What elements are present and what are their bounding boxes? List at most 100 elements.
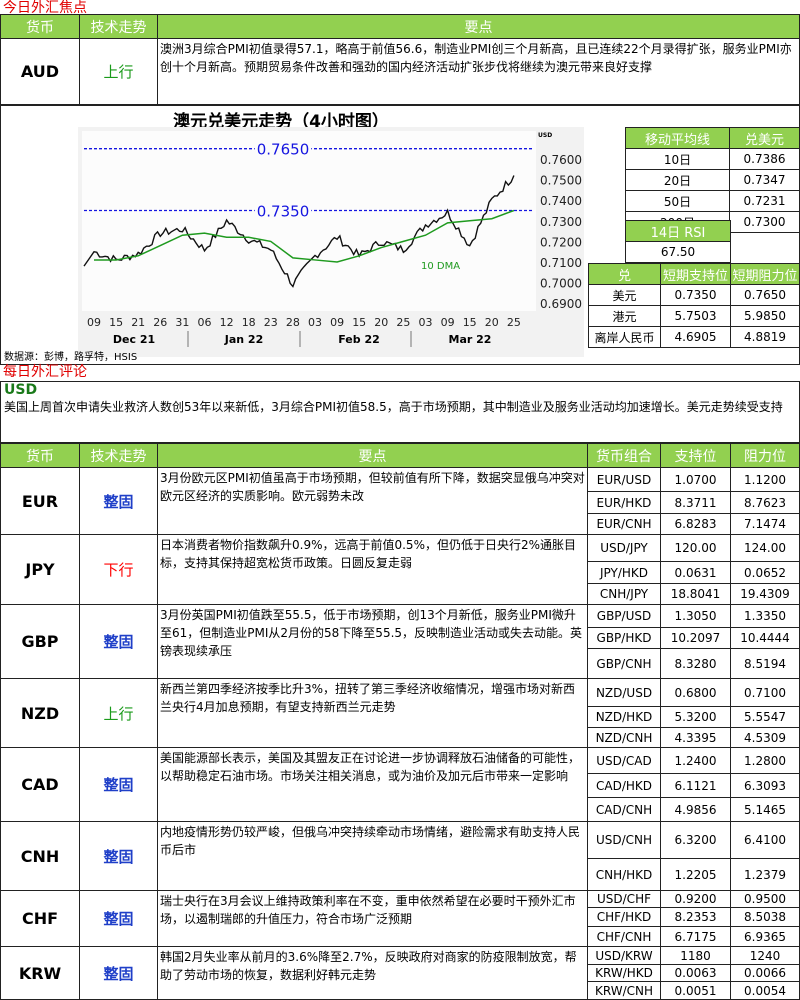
- x-tick-label: 15: [352, 316, 366, 329]
- aud-currency: AUD: [0, 38, 80, 105]
- levels-currency: 美元: [588, 284, 661, 306]
- resistance-cell: 0.7100: [730, 678, 800, 707]
- trend-cell: 下行: [79, 534, 158, 605]
- currency-cell: CHF: [0, 890, 80, 947]
- pair-cell: EUR/USD: [587, 467, 661, 492]
- table-row: NZD 上行 新西兰第四季经济按季比升3%，扭转了第三季经济收缩情况，增强市场对新西…: [0, 678, 800, 748]
- trend-cell: 整固: [79, 467, 158, 535]
- resistance-cell: 0.0054: [730, 981, 800, 1000]
- x-tick-label: 21: [131, 316, 145, 329]
- x-tick-label: 12: [220, 316, 234, 329]
- pair-cell: USD/CHF: [587, 890, 661, 908]
- resistance-cell: 4.5309: [730, 727, 800, 748]
- resistance-cell: 1.2800: [730, 747, 800, 774]
- pair-cell: KRW/CNH: [587, 981, 661, 1000]
- table-row: KRW 整固 韩国2月失业率从前月的3.6%降至2.7%，反映政府对商家的防疫限制放…: [0, 946, 800, 1000]
- ma-period: 20日: [625, 169, 730, 191]
- support-value: 4.6905: [660, 326, 731, 348]
- header-resistance: 阻力位: [730, 443, 800, 468]
- resistance-cell: 1.3350: [730, 604, 800, 628]
- focus-table: 货币 技术走势 要点 AUD 上行 澳洲3月综合PMI初值录得57.1，略高于前值56.…: [0, 14, 800, 105]
- currency-cell: CNH: [0, 821, 80, 891]
- trend-cell: 整固: [79, 604, 158, 679]
- currency-cell: GBP: [0, 604, 80, 679]
- currency-cell: CAD: [0, 747, 80, 822]
- header-pair: 货币组合: [587, 443, 661, 468]
- resistance-cell: 19.4309: [730, 583, 800, 605]
- usd-note: 美国上周首次申请失业救济人数创53年以来新低，3月综合PMI初值58.5，高于市…: [4, 400, 783, 414]
- trend-cell: 整固: [79, 946, 158, 1000]
- support-value: 5.7503: [660, 305, 731, 327]
- ma-period: 50日: [625, 190, 730, 212]
- pair-cell: GBP/HKD: [587, 627, 661, 649]
- table-row: CNH/JPY 18.8041 19.4309: [1, 583, 800, 605]
- x-tick-label: 26: [153, 316, 167, 329]
- support-cell: 6.3200: [660, 821, 731, 859]
- support-cell: 0.0051: [660, 981, 731, 1000]
- support-cell: 1180: [660, 946, 731, 965]
- y-tick-label: 0.6900: [540, 297, 582, 311]
- resistance-cell: 6.3093: [730, 773, 800, 798]
- resistance-cell: 5.5547: [730, 706, 800, 728]
- levels-currency: 离岸人民币: [588, 326, 661, 348]
- note-cell: 内地疫情形势仍较严峻，但俄乌冲突持续牵动市场情绪，避险需求有助支持人民币后市: [157, 821, 588, 891]
- header-note: 要点: [157, 443, 588, 468]
- rsi-table: 14日 RSI 67.50: [625, 220, 731, 263]
- chart-section: 澳元兑美元走势（4小时图） 0.7650 0.7350 10 DMA USD 0.760…: [0, 105, 800, 365]
- resistance-cell: 1.1200: [730, 467, 800, 492]
- resistance-cell: 1240: [730, 946, 800, 965]
- review-title: 每日外汇评论: [3, 364, 87, 380]
- support-cell: 1.3050: [660, 604, 731, 628]
- support-cell: 4.3395: [660, 727, 731, 748]
- hline-label: 0.7350: [257, 203, 310, 221]
- levels-header: 兑: [588, 263, 661, 285]
- x-tick-label: 20: [485, 316, 499, 329]
- resistance-cell: 124.00: [730, 534, 800, 562]
- x-tick-label: 09: [441, 316, 455, 329]
- resistance-value: 5.9850: [730, 305, 800, 327]
- y-tick-label: 0.7500: [540, 174, 582, 188]
- pair-cell: EUR/CNH: [587, 513, 661, 535]
- table-row: CHF 整固 瑞士央行在3月会议上维持政策利率在不变，重申依然希望在必要时干预外汇市…: [0, 890, 800, 947]
- note-cell: 3月份欧元区PMI初值虽高于市场预期，但较前值有所下降，数据突显俄乌冲突对欧元区…: [157, 467, 588, 535]
- hline-label-bg: [254, 140, 312, 159]
- aud-trend: 上行: [79, 38, 158, 105]
- levels-header: 短期支持位: [660, 263, 731, 285]
- x-tick-label: 25: [396, 316, 410, 329]
- note-cell: 日本消费者物价指数飙升0.9%，远高于前值0.5%，但仍低于日央行2%通胀目标，…: [157, 534, 588, 605]
- support-cell: 6.8283: [660, 513, 731, 535]
- pair-cell: NZD/HKD: [587, 706, 661, 728]
- x-tick-label: 18: [242, 316, 256, 329]
- resistance-cell: 5.1465: [730, 797, 800, 822]
- trend-cell: 整固: [79, 821, 158, 891]
- y-tick-label: 0.7100: [540, 256, 582, 270]
- price-series: [83, 175, 515, 288]
- pair-cell: KRW/HKD: [587, 964, 661, 982]
- aud-note: 澳洲3月综合PMI初值录得57.1，略高于前值56.6，制造业PMI创三个月新高…: [157, 38, 800, 105]
- support-cell: 0.9200: [660, 890, 731, 908]
- currency-cell: KRW: [0, 946, 80, 1000]
- header-currency: 货币: [0, 14, 80, 39]
- header-trend: 技术走势: [79, 443, 158, 468]
- month-label: Dec 21: [113, 333, 155, 346]
- pair-cell: USD/KRW: [587, 946, 661, 965]
- pair-cell: GBP/USD: [587, 604, 661, 628]
- table-row: CAD/CNH 4.9856 5.1465: [1, 797, 800, 822]
- resistance-cell: 1.2379: [730, 858, 800, 891]
- support-value: 0.7350: [660, 284, 731, 306]
- x-tick-label: 20: [374, 316, 388, 329]
- note-cell: 美国能源部长表示，美国及其盟友正在讨论进一步协调释放石油储备的可能性，以帮助稳定…: [157, 747, 588, 822]
- header-currency: 货币: [0, 443, 80, 468]
- table-row: CAD 整固 美国能源部长表示，美国及其盟友正在讨论进一步协调释放石油储备的可能性，…: [0, 747, 800, 822]
- pair-cell: USD/JPY: [587, 534, 661, 562]
- resistance-cell: 6.4100: [730, 821, 800, 859]
- y-axis-unit: USD: [538, 132, 552, 139]
- levels-table: 兑短期支持位 短期阻力位 美元 0.7350 0.7650 港元 5.7503 5.985…: [588, 263, 800, 348]
- support-cell: 0.6800: [660, 678, 731, 707]
- audusd-chart: 0.7650 0.7350 10 DMA USD 0.7600 0.7500 0.7400 0…: [78, 127, 584, 357]
- support-cell: 5.3200: [660, 706, 731, 728]
- levels-header: 短期阻力位: [730, 263, 800, 285]
- pair-cell: CAD/CNH: [587, 797, 661, 822]
- data-source: 数据源：彭博，路孚特，HSIS: [4, 352, 138, 363]
